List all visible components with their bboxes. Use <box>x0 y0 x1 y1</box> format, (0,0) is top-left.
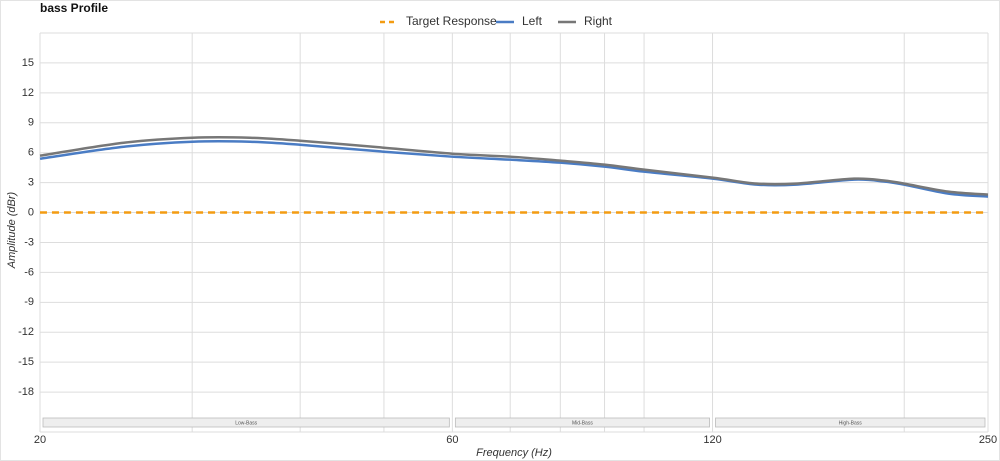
chart-title: bass Profile <box>40 1 108 15</box>
x-tick-label: 60 <box>446 434 458 446</box>
x-tick-label: 120 <box>703 434 721 446</box>
x-axis-label: Frequency (Hz) <box>476 447 552 459</box>
legend-label: Left <box>522 14 543 28</box>
y-tick-label: -15 <box>18 356 34 368</box>
y-tick-label: -6 <box>24 266 34 278</box>
y-tick-label: 12 <box>22 87 34 99</box>
y-tick-label: -18 <box>18 386 34 398</box>
y-tick-label: -9 <box>24 296 34 308</box>
y-tick-label: 3 <box>28 177 34 189</box>
x-tick-label: 20 <box>34 434 46 446</box>
band <box>454 417 710 428</box>
band-label: Mid-Bass <box>572 420 593 426</box>
line-series <box>39 135 989 196</box>
legend-label: Right <box>584 14 613 28</box>
y-tick-label: -12 <box>18 326 34 338</box>
y-tick-label: 6 <box>28 147 34 159</box>
y-axis-label: Amplitude (dBr) <box>6 191 18 269</box>
y-tick-label: 9 <box>28 117 34 129</box>
band-label: High-Bass <box>839 420 863 426</box>
x-tick-label: 250 <box>979 434 997 446</box>
legend-label: Target Response <box>406 14 497 28</box>
y-tick-label: -3 <box>24 236 34 248</box>
y-tick-label: 15 <box>22 57 34 69</box>
band-label: Low-Bass <box>235 420 257 426</box>
y-tick-label: 0 <box>28 206 34 218</box>
band <box>42 417 450 428</box>
band <box>715 417 986 428</box>
